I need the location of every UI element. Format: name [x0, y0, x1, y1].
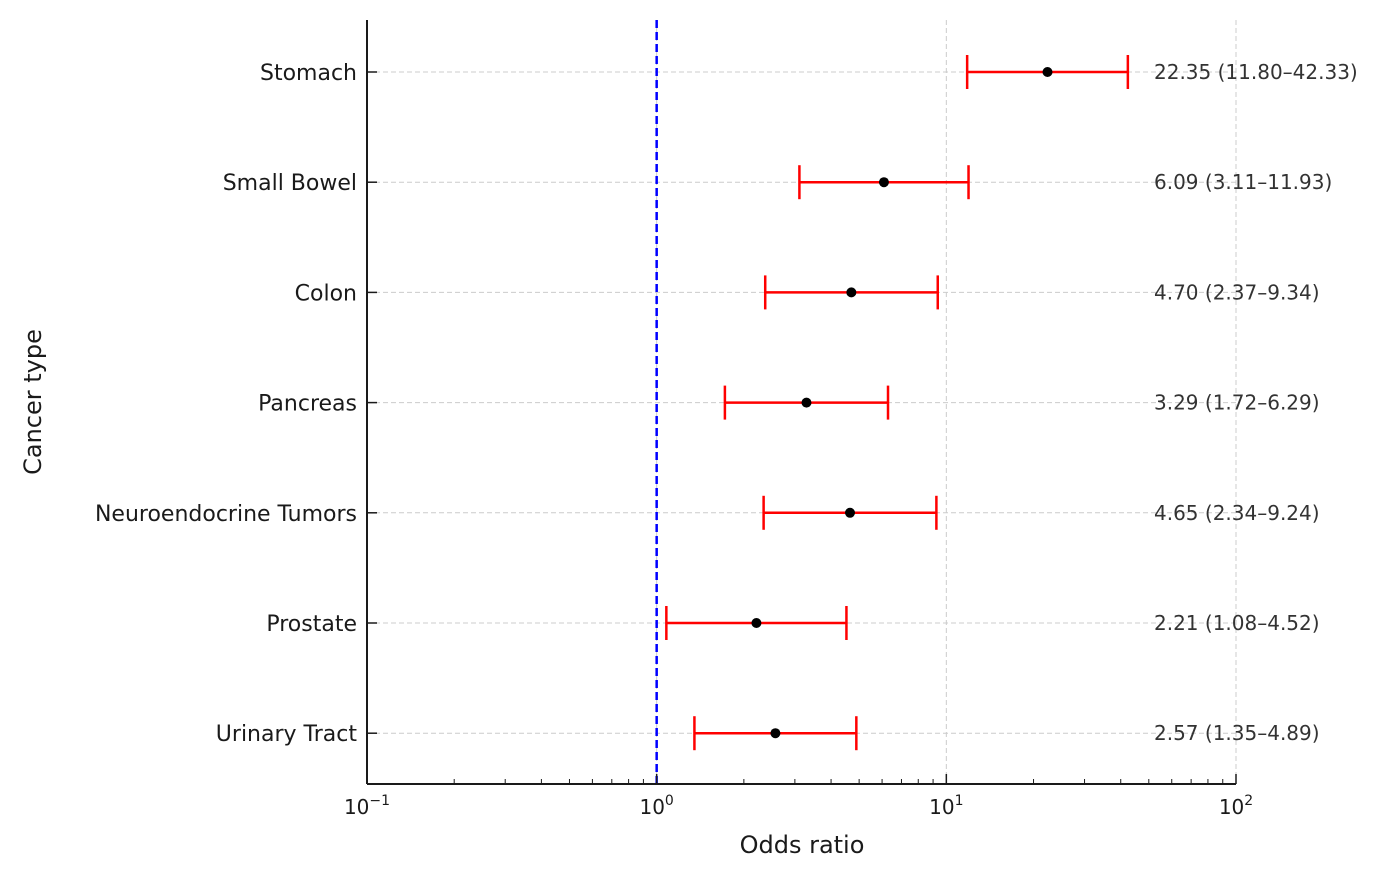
- y-tick-label: Small Bowel: [223, 171, 357, 196]
- odds-ratio-point: [846, 287, 857, 298]
- y-tick-label: Prostate: [266, 612, 357, 637]
- labels: Stomach 22.35 (11.80–42.33) Small Bowel 6.0…: [95, 60, 1358, 747]
- odds-ratio-point: [878, 177, 889, 188]
- ci-annotation: 2.57 (1.35–4.89): [1154, 721, 1320, 745]
- odds-ratio-point: [1042, 67, 1053, 77]
- y-tick-label: Stomach: [260, 61, 357, 86]
- odds-ratio-point: [751, 618, 762, 628]
- x-axis-title: Odds ratio: [740, 831, 865, 859]
- y-tick-label: Pancreas: [258, 392, 357, 417]
- y-axis-title: Cancer type: [19, 329, 47, 475]
- data-marks: [665, 55, 1130, 751]
- odds-ratio-point: [770, 728, 781, 739]
- y-tick-label: Urinary Tract: [216, 722, 358, 747]
- ci-annotation: 4.70 (2.37–9.34): [1154, 280, 1320, 304]
- odds-ratio-point: [845, 507, 856, 518]
- ci-annotation: 3.29 (1.72–6.29): [1154, 391, 1320, 415]
- y-tick-label: Colon: [295, 281, 357, 306]
- y-tick-label: Neuroendocrine Tumors: [95, 502, 357, 527]
- x-tick-label: 10−1: [344, 793, 390, 819]
- ci-annotation: 22.35 (11.80–42.33): [1154, 60, 1358, 84]
- ci-annotation: 6.09 (3.11–11.93): [1154, 170, 1332, 194]
- odds-ratio-point: [801, 397, 812, 408]
- x-tick-label: 101: [929, 793, 963, 819]
- axes: 10−1 100 101 102: [344, 20, 1253, 819]
- x-tick-label: 102: [1219, 793, 1253, 819]
- ci-annotation: 4.65 (2.34–9.24): [1154, 501, 1320, 525]
- ci-annotation: 2.21 (1.08–4.52): [1154, 611, 1320, 635]
- x-tick-label: 100: [639, 793, 673, 819]
